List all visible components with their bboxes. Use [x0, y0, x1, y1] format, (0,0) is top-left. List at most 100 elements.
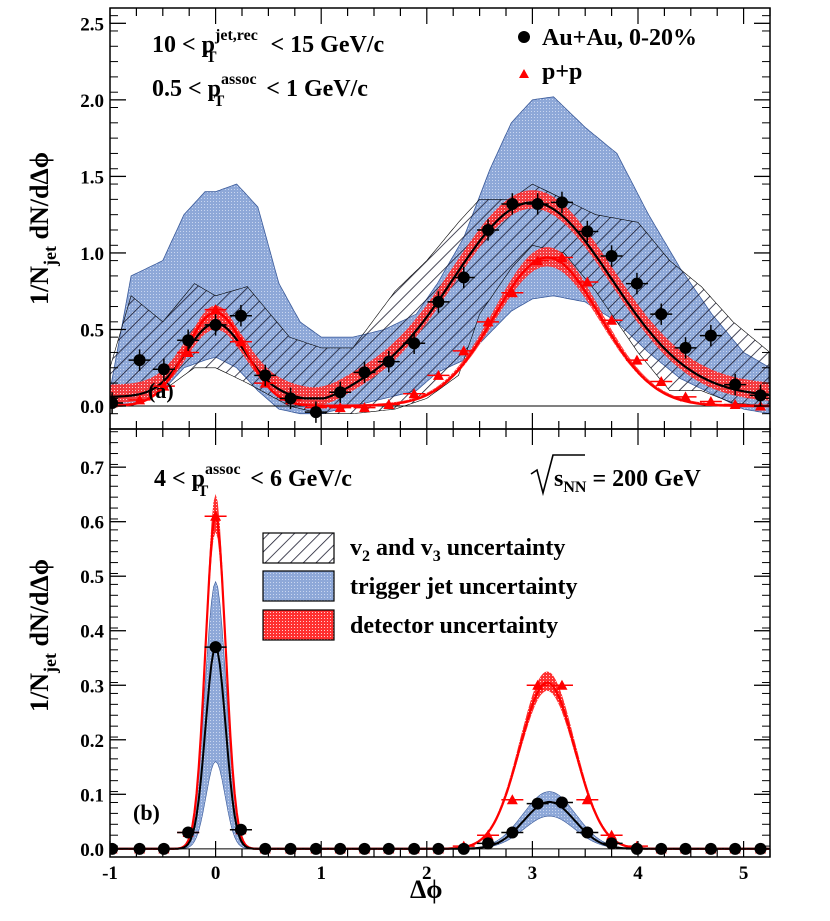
a-annotation-pt-jet: 10 < pjet,rec T < 15 GeV/c	[152, 27, 384, 66]
b-auau-point	[452, 842, 475, 855]
b-pp-point	[501, 794, 524, 805]
panel-a: 0.0 0.5 1.0 1.5 2.0 2.5 (a) 10 < pjet,rec T < …	[25, 7, 771, 430]
legend-blue-swatch	[262, 570, 335, 602]
b-auau-point	[650, 842, 673, 855]
b-auau-point	[177, 826, 200, 839]
a-pp-point	[152, 380, 175, 391]
a-annotation-pt-assoc: 0.5 < passoc T < 1 GeV/c	[152, 71, 368, 110]
a-pp-point	[674, 391, 697, 402]
a-pp-point	[353, 402, 376, 413]
a-y-axis: 0.0 0.5 1.0 1.5 2.0 2.5	[80, 14, 770, 418]
b-auau-point	[674, 842, 697, 855]
legend-auau-marker	[518, 31, 530, 43]
legend-red-swatch	[262, 609, 335, 641]
b-auau-point	[526, 797, 549, 810]
a-ytick-label: 2.0	[80, 91, 104, 112]
a-auau-point	[152, 358, 175, 381]
b-auau-point	[279, 842, 302, 855]
a-auau-point	[427, 291, 450, 313]
a-auau-point	[353, 361, 376, 384]
a-auau-point	[377, 350, 400, 373]
b-auau-point	[329, 842, 352, 855]
legend-trigger-jet-label: trigger jet uncertainty	[350, 574, 577, 600]
a-ytick-label: 0.5	[80, 320, 104, 341]
sqrt-symbol-icon	[530, 454, 585, 497]
a-auau-point	[650, 303, 673, 325]
a-auau-point	[204, 314, 227, 336]
a-auau-point	[128, 349, 151, 371]
b-auau-point	[403, 842, 426, 855]
a-pp-point	[204, 304, 227, 315]
a-auau-point	[452, 266, 475, 289]
b-annotation-energy: sNN = 200 GeV	[530, 454, 701, 497]
b-x-axis: -1 0 1 2 3 4 5	[102, 429, 771, 884]
b-auau-point	[254, 842, 277, 855]
a-pp-point	[550, 252, 573, 263]
b-y-axis: 0.0 0.1 0.2 0.3 0.4 0.5 0.6 0.7	[80, 431, 770, 861]
legend-item-v2-v3: v2 and v3 uncertainty	[262, 532, 565, 565]
a-auau-point	[674, 337, 697, 359]
b-ytick-label: 0.7	[80, 458, 104, 479]
a-legend: Au+Au, 0-20% p+p	[518, 25, 697, 85]
a-panel-label: (a)	[148, 378, 174, 403]
x-tick-label: 3	[528, 863, 538, 884]
b-auau-point	[304, 842, 327, 855]
a-pp-point	[229, 336, 252, 347]
b-panel-label: (b)	[133, 800, 160, 825]
b-ytick-label: 0.0	[80, 840, 104, 861]
a-pp-point	[377, 399, 400, 410]
b-ytick-label: 0.5	[80, 567, 104, 588]
a-x-ticks	[109, 8, 771, 429]
a-pp-point	[501, 287, 524, 298]
a-auau-point	[699, 324, 722, 347]
b-auau-point	[699, 842, 722, 855]
a-pp-points	[110, 252, 770, 413]
a-auau-point	[576, 220, 599, 243]
x-axis-title: Δϕ	[410, 875, 443, 904]
a-auau-point	[477, 219, 500, 241]
b-auau-point	[128, 842, 151, 855]
b-pp-point	[576, 794, 599, 805]
x-tick-label: -1	[102, 863, 118, 884]
b-auau-point	[576, 826, 599, 839]
b-auau-point	[501, 826, 524, 839]
svg-text:1/Njet dN/dΔϕ: 1/Njet dN/dΔϕ	[25, 559, 60, 712]
b-auau-point	[152, 842, 175, 855]
a-pp-point	[600, 314, 623, 325]
x-tick-label: 5	[739, 863, 749, 884]
b-y-axis-title: 1/Njet dN/dΔϕ	[25, 559, 60, 712]
b-pp-point	[204, 510, 227, 521]
legend-item-detector: detector uncertainty	[262, 609, 558, 641]
b-auau-point	[229, 823, 252, 836]
a-auau-point	[526, 193, 549, 215]
a-auau-point	[279, 387, 302, 410]
a-pp-point	[128, 394, 151, 405]
panel-b: 0.0 0.1 0.2 0.3 0.4 0.5 0.6 0.7 -1 0 1 2 3 4 5 (b) 4 …	[25, 428, 771, 904]
a-auau-point	[304, 401, 327, 423]
b-auau-point	[600, 837, 623, 850]
legend-detector-label: detector uncertainty	[350, 613, 558, 639]
a-auau-points	[110, 191, 770, 423]
b-auau-point	[550, 796, 573, 809]
a-auau-point	[229, 304, 252, 327]
a-ytick-label: 1.0	[80, 244, 104, 265]
x-tick-label: 2	[422, 863, 432, 884]
b-auau-point	[204, 641, 227, 654]
a-ytick-label: 1.5	[80, 167, 104, 188]
b-auau-point	[377, 842, 400, 855]
b-ytick-label: 0.1	[80, 785, 104, 806]
svg-text:v2 and v3 uncertainty: v2 and v3 uncertainty	[350, 535, 565, 565]
a-pp-point	[699, 395, 722, 406]
a-pp-point	[452, 345, 475, 356]
b-pp-point	[477, 829, 500, 840]
b-pp-point	[600, 829, 623, 840]
a-auau-point	[625, 272, 648, 295]
legend-pp-marker	[519, 69, 529, 78]
svg-text:1/Njet dN/dΔϕ: 1/Njet dN/dΔϕ	[25, 152, 60, 305]
x-tick-label: 1	[316, 863, 326, 884]
x-tick-label: 4	[633, 863, 643, 884]
a-pp-point	[403, 388, 426, 399]
a-auau-point	[501, 193, 524, 215]
